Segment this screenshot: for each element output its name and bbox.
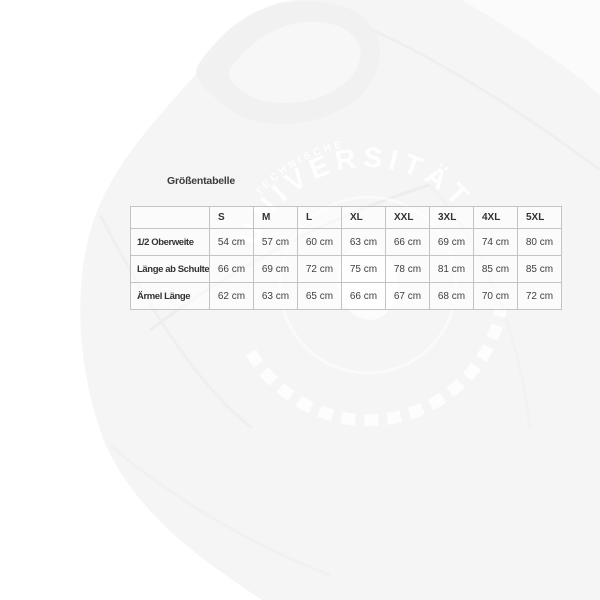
- cell-sleeve-l: 65 cm: [297, 282, 342, 310]
- column-header-m: M: [253, 206, 298, 229]
- sleeve-seam-line: [98, 214, 253, 430]
- size-table: S M L XL XXL 3XL 4XL 5XL 1/2 Oberweite 5…: [130, 206, 562, 310]
- cell-chest-3xl: 69 cm: [429, 228, 474, 256]
- size-table-header-row: S M L XL XXL 3XL 4XL 5XL: [130, 206, 562, 229]
- logo-bottom-arc: [245, 307, 507, 427]
- cell-chest-xl: 63 cm: [341, 228, 386, 256]
- cell-sleeve-4xl: 70 cm: [473, 282, 518, 310]
- cell-sleeve-3xl: 68 cm: [429, 282, 474, 310]
- column-header-l: L: [297, 206, 342, 229]
- cell-length-xxl: 78 cm: [385, 255, 430, 283]
- cell-chest-4xl: 74 cm: [473, 228, 518, 256]
- cell-sleeve-xl: 66 cm: [341, 282, 386, 310]
- hoodie-hood-inner: [228, 21, 361, 103]
- cell-length-l: 72 cm: [297, 255, 342, 283]
- cell-length-3xl: 81 cm: [429, 255, 474, 283]
- table-row-chest: 1/2 Oberweite 54 cm 57 cm 60 cm 63 cm 66…: [130, 228, 562, 256]
- row-label-length: Länge ab Schulter: [130, 255, 210, 283]
- cell-sleeve-m: 63 cm: [253, 282, 298, 310]
- cell-sleeve-xxl: 67 cm: [385, 282, 430, 310]
- column-header-3xl: 3XL: [429, 206, 474, 229]
- cell-length-s: 66 cm: [209, 255, 254, 283]
- corner-cell: [130, 206, 210, 229]
- cell-chest-xxl: 66 cm: [385, 228, 430, 256]
- shoulder-seam-line: [371, 28, 600, 172]
- cell-chest-l: 60 cm: [297, 228, 342, 256]
- column-header-xxl: XXL: [385, 206, 430, 229]
- column-header-xl: XL: [341, 206, 386, 229]
- cell-chest-m: 57 cm: [253, 228, 298, 256]
- row-label-chest: 1/2 Oberweite: [130, 228, 210, 256]
- table-row-sleeve: Ärmel Länge 62 cm 63 cm 65 cm 66 cm 67 c…: [130, 282, 562, 310]
- cell-length-xl: 75 cm: [341, 255, 386, 283]
- column-header-s: S: [209, 206, 254, 229]
- size-table-title: Größentabelle: [167, 175, 235, 187]
- cell-sleeve-5xl: 72 cm: [517, 282, 562, 310]
- cell-chest-s: 54 cm: [209, 228, 254, 256]
- column-header-5xl: 5XL: [517, 206, 562, 229]
- hoodie-shoulder-fold: [462, 0, 600, 95]
- cell-length-4xl: 85 cm: [473, 255, 518, 283]
- cell-sleeve-s: 62 cm: [209, 282, 254, 310]
- hem-fold-line: [109, 443, 331, 577]
- row-label-sleeve: Ärmel Länge: [130, 282, 210, 310]
- cell-chest-5xl: 80 cm: [517, 228, 562, 256]
- table-row-length: Länge ab Schulter 66 cm 69 cm 72 cm 75 c…: [130, 255, 562, 283]
- cell-length-5xl: 85 cm: [517, 255, 562, 283]
- cell-length-m: 69 cm: [253, 255, 298, 283]
- column-header-4xl: 4XL: [473, 206, 518, 229]
